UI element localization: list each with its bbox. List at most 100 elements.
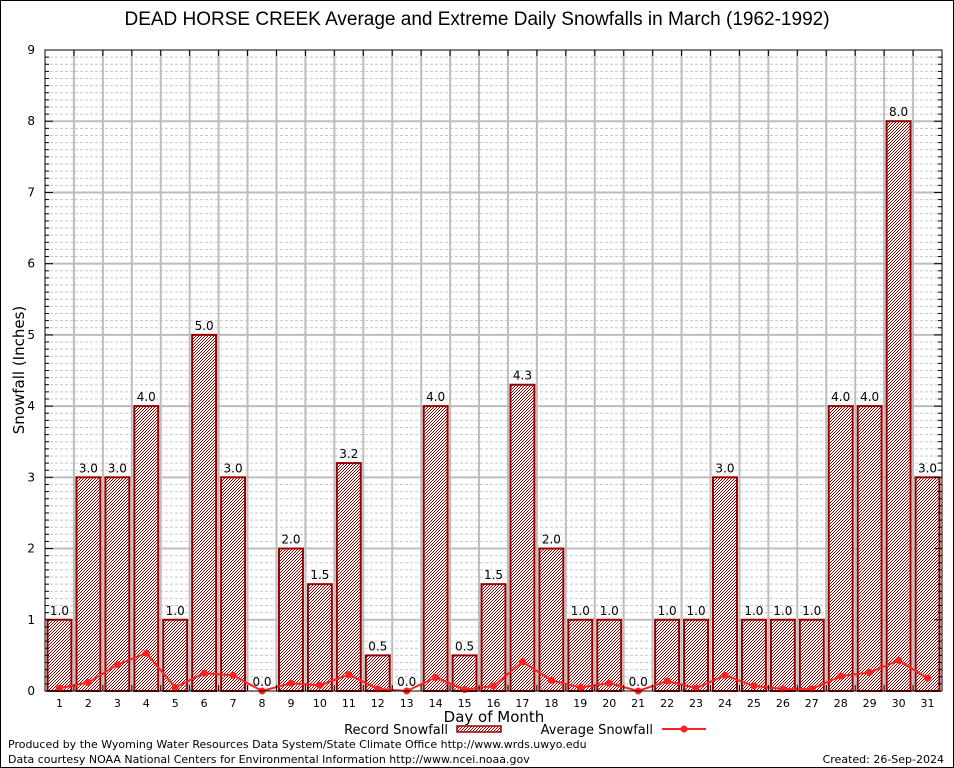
bar-value-label: 4.0 (831, 390, 850, 404)
bar-value-label: 0.0 (397, 675, 416, 689)
bar-value-label: 3.0 (79, 461, 98, 475)
average-point (432, 673, 440, 681)
x-tick-label: 27 (805, 697, 819, 710)
record-bar (740, 618, 767, 692)
legend-average-label: Average Snowfall (541, 723, 653, 738)
bar-value-label: 1.5 (484, 568, 503, 582)
y-tick-label: 5 (27, 328, 35, 342)
bar-value-label: 8.0 (889, 105, 908, 119)
average-point (837, 672, 845, 680)
x-tick-label: 5 (172, 697, 179, 710)
bar-value-label: 0.5 (455, 639, 474, 653)
record-bar (133, 405, 160, 692)
bar-value-label: 1.0 (802, 604, 821, 618)
average-point (895, 656, 903, 664)
average-point (171, 683, 179, 691)
footer-data-courtesy: Data courtesy NOAA National Centers for … (8, 753, 530, 766)
bar-value-label: 4.0 (137, 390, 156, 404)
record-bar (567, 618, 594, 692)
y-tick-label: 1 (27, 613, 35, 627)
average-point (663, 677, 671, 685)
x-tick-label: 31 (921, 697, 935, 710)
bar-value-label: 1.0 (658, 604, 677, 618)
bar-value-label: 4.3 (513, 369, 532, 383)
average-point (605, 679, 613, 687)
record-bar (306, 583, 333, 693)
x-tick-label: 16 (487, 697, 501, 710)
x-tick-label: 13 (400, 697, 414, 710)
average-point (113, 661, 121, 669)
bar-value-label: 1.0 (571, 604, 590, 618)
chart-title: DEAD HORSE CREEK Average and Extreme Dai… (124, 9, 830, 30)
bar-value-label: 3.0 (224, 461, 243, 475)
footer-created: Created: 26-Sep-2024 (822, 753, 944, 766)
record-bar (856, 405, 883, 692)
y-tick-label: 6 (27, 257, 35, 271)
y-tick-label: 3 (27, 470, 35, 484)
record-bar (480, 583, 507, 693)
average-point (750, 682, 758, 690)
record-bar (798, 618, 825, 692)
record-bar (277, 547, 304, 692)
legend-record-label: Record Snowfall (344, 723, 448, 738)
average-point (287, 679, 295, 687)
bar-value-label: 1.0 (50, 604, 69, 618)
x-tick-label: 11 (342, 697, 356, 710)
average-point (55, 684, 63, 692)
bar-value-label: 5.0 (195, 319, 214, 333)
legend-record-swatch (456, 725, 502, 733)
y-tick-label: 8 (27, 114, 35, 128)
bar-value-label: 0.0 (252, 675, 271, 689)
x-tick-label: 15 (458, 697, 472, 710)
bar-value-label: 4.0 (426, 390, 445, 404)
y-tick-label: 2 (27, 542, 35, 556)
legend: Record Snowfall Average Snowfall (344, 723, 706, 738)
average-point (345, 671, 353, 679)
record-bar (827, 405, 854, 692)
record-bar (914, 476, 941, 693)
y-tick-label: 9 (27, 43, 35, 57)
bar-value-label: 1.0 (600, 604, 619, 618)
x-tick-label: 25 (747, 697, 761, 710)
x-tick-label: 24 (718, 697, 732, 710)
y-tick-label: 0 (27, 684, 35, 698)
legend-average-marker (680, 725, 688, 733)
bar-value-label: 2.0 (281, 533, 300, 547)
record-bar (509, 383, 536, 692)
x-tick-label: 3 (114, 697, 121, 710)
bar-value-label: 3.0 (108, 461, 127, 475)
average-point (547, 676, 555, 684)
bar-value-label: 2.0 (542, 533, 561, 547)
x-tick-label: 23 (689, 697, 703, 710)
record-bar (75, 476, 102, 693)
average-point (84, 678, 92, 686)
average-point (490, 682, 497, 690)
x-tick-label: 8 (259, 697, 266, 710)
x-tick-label: 29 (863, 697, 877, 710)
bars (46, 120, 941, 693)
axes (44, 49, 943, 692)
bar-value-label: 1.5 (310, 568, 329, 582)
average-point (518, 658, 526, 666)
x-tick-label: 22 (660, 697, 674, 710)
x-tick-label: 10 (313, 697, 327, 710)
average-point (721, 671, 729, 679)
average-point (461, 686, 469, 694)
bar-value-label: 1.0 (687, 604, 706, 618)
x-tick-label: 28 (834, 697, 848, 710)
bar-value-label: 1.0 (166, 604, 185, 618)
x-axis-label: Day of Month (444, 708, 545, 726)
y-axis-label: Snowfall (Inches) (10, 306, 28, 434)
footer-produced-by: Produced by the Wyoming Water Resources … (8, 738, 587, 751)
bar-value-label: 3.2 (339, 447, 358, 461)
y-tick-label: 7 (27, 185, 35, 199)
record-bar (162, 618, 189, 692)
average-point (142, 649, 150, 657)
average-point (924, 674, 932, 682)
record-bar (422, 405, 449, 692)
x-tick-label: 14 (429, 697, 443, 710)
record-bar (885, 120, 912, 692)
bar-value-label: 4.0 (860, 390, 879, 404)
